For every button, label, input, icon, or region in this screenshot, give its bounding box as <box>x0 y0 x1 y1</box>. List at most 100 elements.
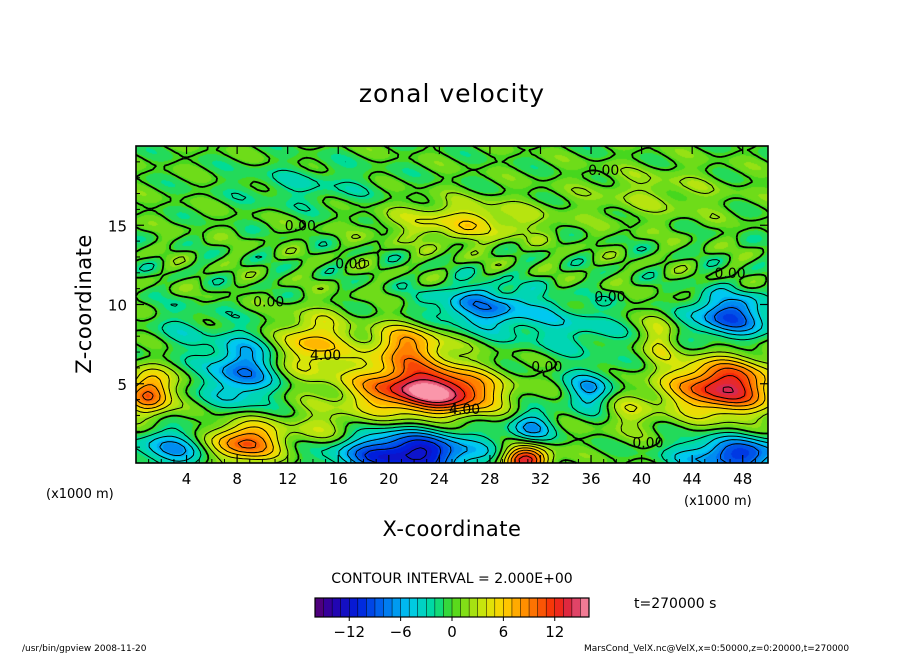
contour-label: 0.00 <box>632 435 663 451</box>
colorbar-cell <box>580 598 590 617</box>
contour--4 <box>148 288 769 464</box>
footer-left: /usr/bin/gpview 2008-11-20 <box>22 644 147 654</box>
contour-label-text: 0.00 <box>285 218 316 234</box>
contour-lines <box>135 145 769 464</box>
colorbar: −12 −6 0 6 12 <box>314 597 590 641</box>
colorbar-cell <box>503 598 513 617</box>
colorbar-cell <box>332 598 341 617</box>
contour-label-text: 0.00 <box>594 290 625 306</box>
colorbar-cell <box>409 598 419 617</box>
colorbar-cell <box>426 598 436 617</box>
contour-8 <box>135 336 760 464</box>
y-axis-label: Z-coordinate <box>72 234 96 374</box>
time-label: t=270000 s <box>634 596 716 612</box>
x-unit-left: (x1000 m) <box>46 487 114 502</box>
colorbar-cell <box>477 598 487 617</box>
colorbar-cell <box>571 598 581 617</box>
x-tick-label: 40 <box>632 470 651 488</box>
colorbar-cell <box>417 598 427 617</box>
colorbar-cell <box>443 598 453 617</box>
contour-label-text: 0.00 <box>632 435 663 451</box>
chart-title: zonal velocity <box>359 79 545 108</box>
colorbar-cell <box>546 598 556 617</box>
colorbar-cell <box>486 598 496 617</box>
contour-label: 0.00 <box>335 256 366 272</box>
colorbar-tick-label: 0 <box>447 623 457 641</box>
contour-label-text: 0.00 <box>335 256 366 272</box>
colorbar-cell <box>554 598 564 617</box>
colorbar-cell <box>357 598 367 617</box>
x-tick-label: 44 <box>683 470 702 488</box>
colorbar-cells <box>315 598 590 617</box>
colorbar-cell <box>460 598 470 617</box>
x-tick-label: 24 <box>430 470 449 488</box>
contour-0 <box>135 145 769 464</box>
colorbar-cell <box>315 598 324 617</box>
x-tick-label: 16 <box>329 470 348 488</box>
contour-label-text: 0.00 <box>714 266 745 282</box>
colorbar-tick-label: 12 <box>545 623 564 641</box>
colorbar-cell <box>392 598 401 617</box>
x-tick-label: 4 <box>182 470 192 488</box>
contour-14 <box>401 379 734 403</box>
x-tick-label: 48 <box>733 470 752 488</box>
contour-label-text: 0.00 <box>531 359 562 375</box>
colorbar-tick-label: −12 <box>333 623 365 641</box>
x-tick-label: 8 <box>232 470 242 488</box>
colorbar-cell <box>452 598 461 617</box>
plot-area: 0.00 0.00 0.00 0.00 0.00 0.00 4.00 0.00 4.00 0.00 <box>135 145 769 464</box>
contour-label: 0.00 <box>285 218 316 234</box>
contour-6 <box>135 220 766 464</box>
contour-label: 4.00 <box>310 348 341 364</box>
contour-label: 0.00 <box>253 294 284 310</box>
y-tick-label: 10 <box>108 297 127 315</box>
contour-label: 4.00 <box>449 402 480 418</box>
contour-label-text: 0.00 <box>253 294 284 310</box>
colorbar-cell <box>537 598 547 617</box>
colorbar-cell <box>374 598 384 617</box>
contour-label: 0.00 <box>531 359 562 375</box>
x-tick-label: 28 <box>480 470 499 488</box>
colorbar-cell <box>340 598 350 617</box>
colorbar-cell <box>383 598 393 617</box>
colorbar-cell <box>469 598 478 617</box>
x-unit-right: (x1000 m) <box>684 494 752 509</box>
y-tick-labels: 5 10 15 <box>108 217 127 394</box>
colorbar-cell <box>323 598 333 617</box>
contour--2 <box>135 161 769 464</box>
colorbar-tick-label: 6 <box>499 623 509 641</box>
colorbar-cell <box>520 598 530 617</box>
contour--6 <box>159 294 769 464</box>
x-tick-label: 20 <box>379 470 398 488</box>
footer-right: MarsCond_VelX.nc@VelX,x=0:50000,z=0:2000… <box>584 644 849 654</box>
colorbar-cell <box>434 598 444 617</box>
contour-label-text: 4.00 <box>449 402 480 418</box>
colorbar-cell <box>366 598 376 617</box>
colorbar-tick-label: −6 <box>390 623 412 641</box>
axis-ticks <box>136 146 768 463</box>
colorbar-cell <box>563 598 573 617</box>
colorbar-cell <box>511 598 521 617</box>
x-tick-labels: 4 8 12 16 20 24 28 32 36 40 44 48 <box>182 470 752 488</box>
x-tick-label: 32 <box>531 470 550 488</box>
y-tick-label: 15 <box>108 217 127 235</box>
contour-label: 0.00 <box>714 266 745 282</box>
contour-12 <box>389 372 746 464</box>
colorbar-ticks: −12 −6 0 6 12 <box>323 598 581 641</box>
x-axis-label: X-coordinate <box>383 517 522 541</box>
contour-label-text: 0.00 <box>588 163 619 179</box>
y-tick-label: 5 <box>117 376 127 394</box>
contour-label: 0.00 <box>594 290 625 306</box>
contour-2 <box>135 166 769 464</box>
contour-label-text: 4.00 <box>310 348 341 364</box>
colorbar-cell <box>494 598 504 617</box>
contour-labels: 0.00 0.00 0.00 0.00 0.00 0.00 4.00 0.00 4.00 0.00 <box>253 163 746 452</box>
colorbar-cell <box>349 598 359 617</box>
contour-interval: CONTOUR INTERVAL = 2.000E+00 <box>331 571 572 587</box>
x-tick-label: 12 <box>278 470 297 488</box>
x-tick-label: 36 <box>581 470 600 488</box>
colorbar-cell <box>529 598 538 617</box>
contour--8 <box>236 300 760 464</box>
contour-label: 0.00 <box>588 163 619 179</box>
